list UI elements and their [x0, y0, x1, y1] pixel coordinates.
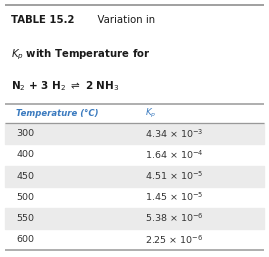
Text: 450: 450: [16, 171, 34, 181]
Text: Temperature (°C): Temperature (°C): [16, 109, 99, 118]
Text: 400: 400: [16, 150, 34, 160]
Text: 5.38 $\times$ 10$^{-6}$: 5.38 $\times$ 10$^{-6}$: [145, 212, 204, 225]
Text: 600: 600: [16, 235, 34, 244]
Bar: [5, 208, 264, 229]
Text: 4.34 $\times$ 10$^{-3}$: 4.34 $\times$ 10$^{-3}$: [145, 127, 204, 140]
Text: N$_2$ + 3 H$_2$ $\rightleftharpoons$ 2 NH$_3$: N$_2$ + 3 H$_2$ $\rightleftharpoons$ 2 N…: [11, 80, 119, 94]
Text: 300: 300: [16, 129, 34, 139]
Text: TABLE 15.2: TABLE 15.2: [11, 15, 74, 25]
Text: 4.51 $\times$ 10$^{-5}$: 4.51 $\times$ 10$^{-5}$: [145, 170, 204, 182]
Text: 1.64 $\times$ 10$^{-4}$: 1.64 $\times$ 10$^{-4}$: [145, 149, 204, 161]
Text: 1.45 $\times$ 10$^{-5}$: 1.45 $\times$ 10$^{-5}$: [145, 191, 204, 204]
Text: Variation in: Variation in: [91, 15, 155, 25]
Text: $K_p$ with Temperature for: $K_p$ with Temperature for: [11, 48, 150, 62]
Text: 500: 500: [16, 192, 34, 202]
Text: $K_p$: $K_p$: [145, 107, 157, 120]
Text: 2.25 $\times$ 10$^{-6}$: 2.25 $\times$ 10$^{-6}$: [145, 233, 204, 246]
Text: 550: 550: [16, 214, 34, 223]
Bar: [5, 123, 264, 144]
Bar: [5, 166, 264, 187]
